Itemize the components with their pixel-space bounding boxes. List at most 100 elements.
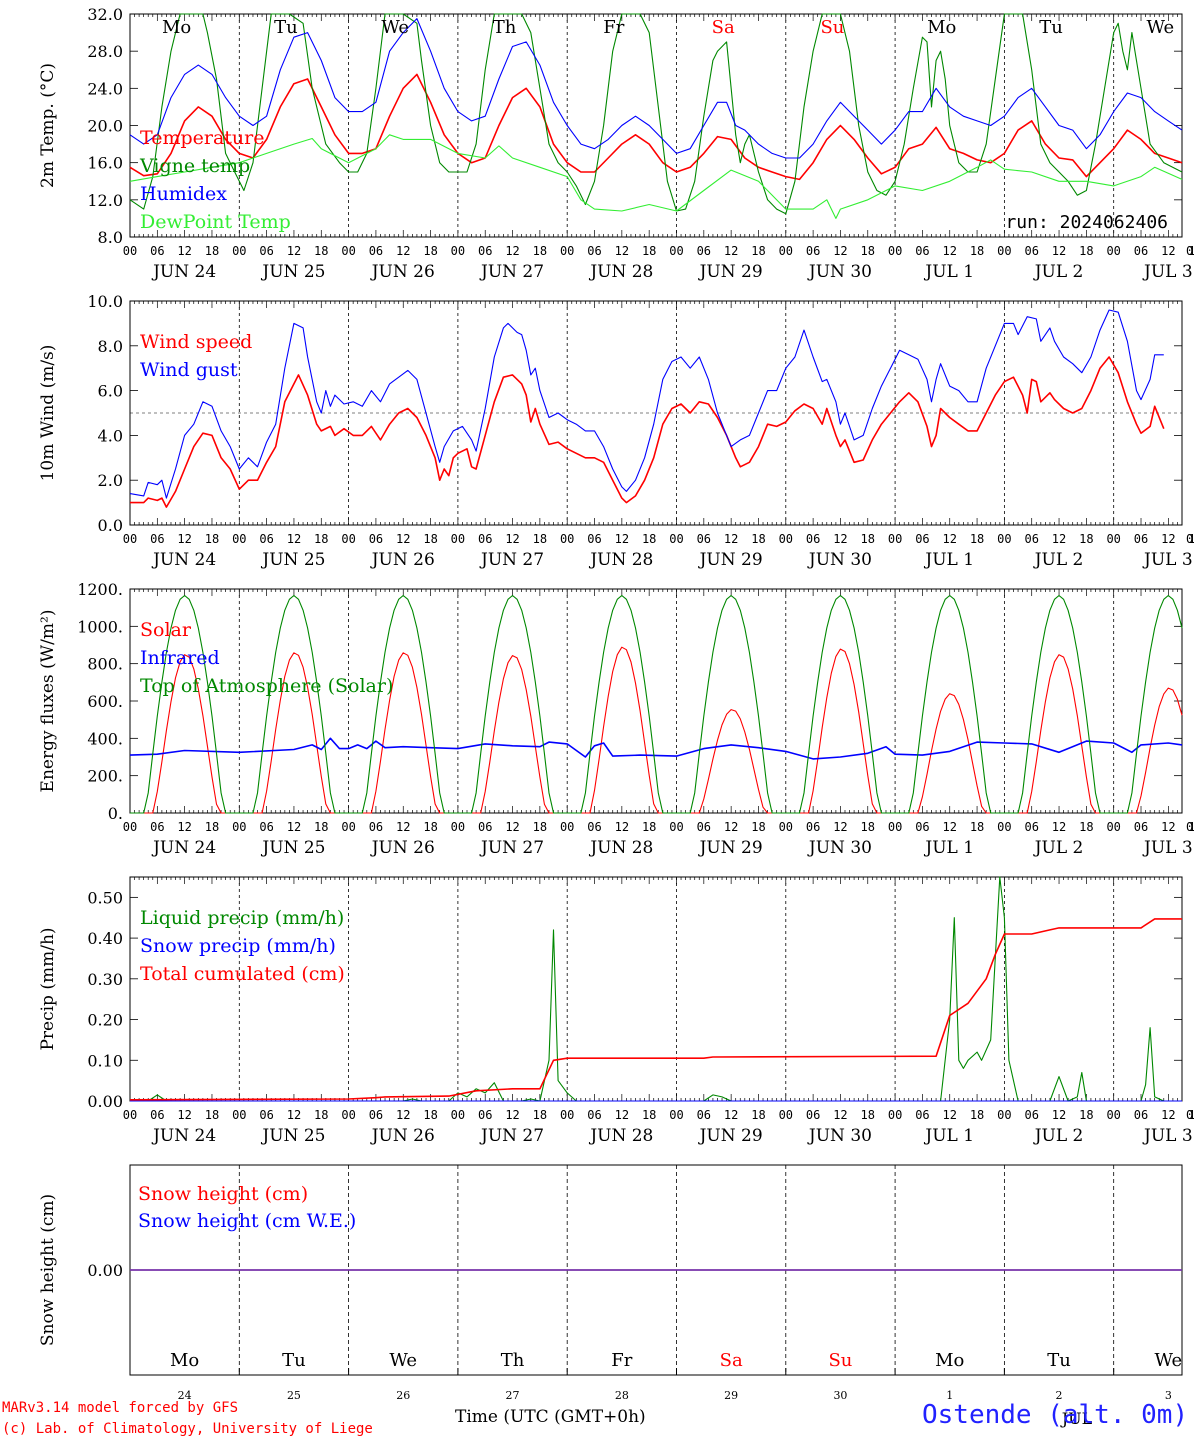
hour-tick-label: 06 xyxy=(369,1108,383,1122)
hour-tick-label: 18 xyxy=(970,820,984,834)
hour-tick-label: 00 xyxy=(669,1108,683,1122)
hour-tick-label: 12 xyxy=(1052,244,1066,258)
hour-tick-label: 00 xyxy=(560,244,574,258)
hour-tick-label: 00 xyxy=(560,820,574,834)
hour-tick-label: 00 xyxy=(123,532,137,546)
legend-entry: Wind gust xyxy=(140,359,238,381)
hour-tick-label: 12 xyxy=(943,1108,957,1122)
y-axis-label: Snow height (cm) xyxy=(38,1194,58,1346)
y-tick-label: 0.0 xyxy=(98,516,123,535)
hour-tick-label: 18 xyxy=(205,244,219,258)
series-line-wind-speed xyxy=(130,356,1165,508)
hour-tick-label: 18 xyxy=(533,532,547,546)
hour-tick-label: 18 xyxy=(1188,1108,1194,1122)
weekday-label: Mo xyxy=(927,17,956,38)
hour-tick-label: 00 xyxy=(123,820,137,834)
hour-tick-label: 12 xyxy=(287,532,301,546)
hour-tick-label: 18 xyxy=(1079,532,1093,546)
day-number-label: 29 xyxy=(724,1389,738,1402)
hour-tick-label: 12 xyxy=(177,532,191,546)
hour-tick-label: 12 xyxy=(505,532,519,546)
hour-tick-label: 00 xyxy=(123,244,137,258)
hour-tick-label: 00 xyxy=(779,1108,793,1122)
hour-tick-label: 06 xyxy=(259,1108,273,1122)
date-label: JUL 2 xyxy=(1033,262,1084,282)
day-number-label: 28 xyxy=(615,1389,629,1402)
hour-tick-label: 00 xyxy=(779,820,793,834)
weekday-label: Su xyxy=(828,1350,852,1371)
hour-tick-label: 00 xyxy=(888,820,902,834)
hour-tick-label: 00 xyxy=(1186,244,1194,258)
hour-tick-label: 00 xyxy=(341,1108,355,1122)
hour-tick-label: 18 xyxy=(861,1108,875,1122)
y-tick-label: 10.0 xyxy=(87,292,123,311)
hour-tick-label: 18 xyxy=(205,820,219,834)
hour-tick-label: 18 xyxy=(642,820,656,834)
series-line-top-of-atmosphere-solar xyxy=(130,594,1183,814)
hour-tick-label: 18 xyxy=(751,820,765,834)
hour-tick-label: 00 xyxy=(232,532,246,546)
panel-5: 0.00 24 Mo 25 Tu 26 We 27 Th 28 Fr 29 Sa 30 Su 1 Mo 2 Tu 3 W… xyxy=(38,1164,1183,1428)
day-number-label: 26 xyxy=(396,1389,410,1402)
y-tick-label: 200. xyxy=(87,767,123,786)
day-number-label: 1 xyxy=(946,1389,953,1402)
weekday-label: Su xyxy=(820,17,844,38)
weekday-label: Sa xyxy=(712,17,735,38)
hour-tick-label: 18 xyxy=(861,532,875,546)
day-number-label: 3 xyxy=(1165,1389,1172,1402)
panel-1: 00 06 12 18 JUN 24 00 06 12 18 JUN 25 00 06 12 18 JUN … xyxy=(38,5,1194,282)
hour-tick-label: 00 xyxy=(669,820,683,834)
weekday-label: We xyxy=(381,17,409,38)
series-line-dewpoint-temp xyxy=(129,134,1183,219)
hour-tick-label: 12 xyxy=(396,532,410,546)
weekday-label: Th xyxy=(501,1350,525,1371)
legend-entry: Vigne temp xyxy=(139,155,250,177)
date-label: JUN 25 xyxy=(260,838,325,858)
hour-tick-label: 12 xyxy=(505,244,519,258)
hour-tick-label: 18 xyxy=(751,532,765,546)
hour-tick-label: 12 xyxy=(833,1108,847,1122)
hour-tick-label: 06 xyxy=(150,244,164,258)
hour-tick-label: 00 xyxy=(451,1108,465,1122)
date-label: JUN 28 xyxy=(588,838,653,858)
y-tick-label: 600. xyxy=(87,692,123,711)
hour-tick-label: 00 xyxy=(1186,820,1194,834)
hour-tick-label: 06 xyxy=(1134,532,1148,546)
hour-tick-label: 00 xyxy=(123,1108,137,1122)
hour-tick-label: 06 xyxy=(1134,244,1148,258)
hour-tick-label: 06 xyxy=(478,244,492,258)
hour-tick-label: 00 xyxy=(1106,820,1120,834)
hour-tick-label: 06 xyxy=(259,244,273,258)
date-label: JUL 1 xyxy=(923,838,974,858)
hour-tick-label: 18 xyxy=(533,1108,547,1122)
legend-entry: Liquid precip (mm/h) xyxy=(140,907,344,929)
hour-tick-label: 18 xyxy=(751,244,765,258)
y-tick-label: 4.0 xyxy=(98,426,123,445)
hour-tick-label: 12 xyxy=(396,820,410,834)
hour-tick-label: 12 xyxy=(1052,532,1066,546)
day-number-label: 30 xyxy=(833,1389,847,1402)
date-label: JUN 26 xyxy=(370,262,435,282)
hour-tick-label: 12 xyxy=(615,244,629,258)
hour-tick-label: 00 xyxy=(560,532,574,546)
legend-entry: Snow height (cm W.E.) xyxy=(138,1210,356,1232)
y-tick-label: 12.0 xyxy=(87,191,123,210)
hour-tick-label: 06 xyxy=(259,820,273,834)
hour-tick-label: 18 xyxy=(1079,1108,1093,1122)
legend-entry: Temperature xyxy=(140,127,264,149)
y-tick-label: 0.40 xyxy=(87,929,123,948)
hour-tick-label: 00 xyxy=(779,244,793,258)
date-label: JUL 2 xyxy=(1033,838,1084,858)
hour-tick-label: 12 xyxy=(1052,1108,1066,1122)
hour-tick-label: 06 xyxy=(806,244,820,258)
hour-tick-label: 12 xyxy=(177,820,191,834)
date-label: JUL 2 xyxy=(1033,1126,1084,1146)
date-label: JUN 27 xyxy=(479,1126,544,1146)
panel-2: 00 06 12 18 JUN 24 00 06 12 18 JUN 25 00 06 12 18 JUN … xyxy=(38,292,1194,570)
hour-tick-label: 06 xyxy=(1134,1108,1148,1122)
hour-tick-label: 18 xyxy=(1079,820,1093,834)
hour-tick-label: 18 xyxy=(751,1108,765,1122)
hour-tick-label: 18 xyxy=(423,1108,437,1122)
hour-tick-label: 18 xyxy=(314,244,328,258)
hour-tick-label: 06 xyxy=(697,244,711,258)
